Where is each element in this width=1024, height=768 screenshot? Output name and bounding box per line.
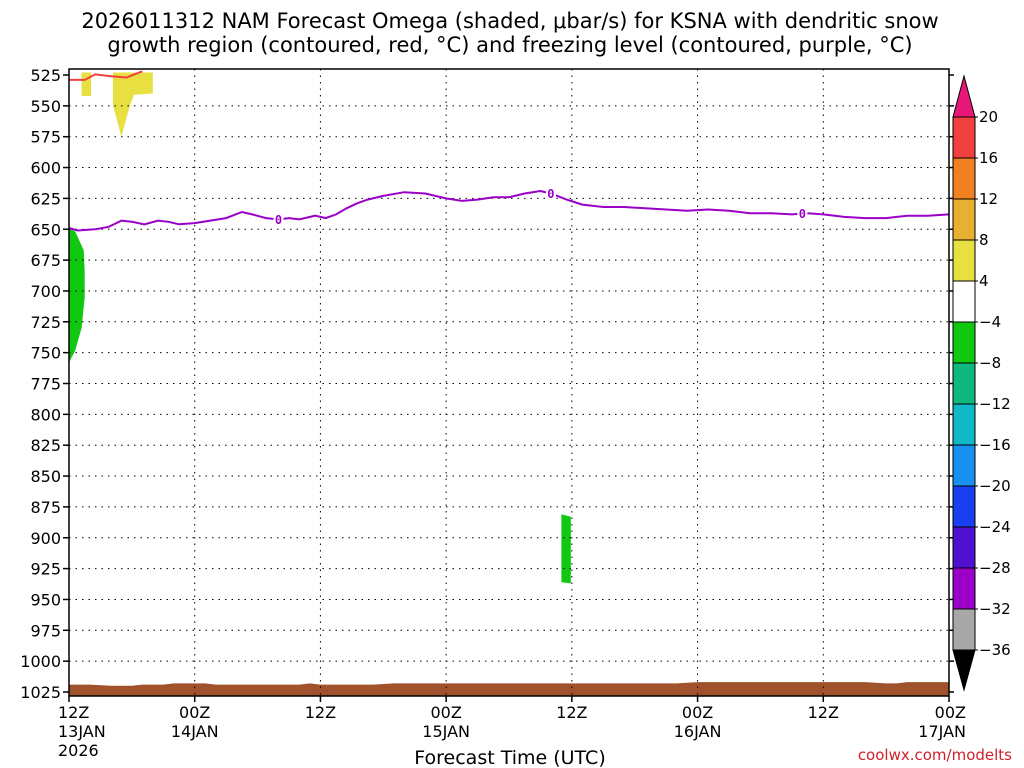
x-tick-label-72: 12Z <box>808 703 839 722</box>
y-tick-label-925: 925 <box>30 560 61 579</box>
plot-frame <box>68 68 950 697</box>
y-tick-label-850: 850 <box>30 467 61 486</box>
y-tick-label-1000: 1000 <box>20 652 61 671</box>
colorbar-segment-3 <box>952 198 976 241</box>
colorbar-segment-8 <box>952 403 976 446</box>
colorbar-segment-10 <box>952 485 976 528</box>
colorbar-label-12: −28 <box>979 559 1011 577</box>
colorbar: 20 16 12 8 4 −4 −8 −12 −16 −20 −24 −28 −32 −36 <box>952 74 1011 692</box>
omega-area-negative-4-8-4 <box>561 514 571 584</box>
y-tick-label-750: 750 <box>30 344 61 363</box>
grid-lines <box>69 69 949 696</box>
terrain-area <box>69 682 949 696</box>
x-tick-date-60: 16JAN <box>674 722 722 741</box>
freezing-level-label-1: 0 <box>275 213 282 227</box>
x-axis-label: Forecast Time (UTC) <box>414 747 605 768</box>
colorbar-segment-7 <box>952 362 976 405</box>
y-tick-label-575: 575 <box>30 128 61 147</box>
colorbar-label-6: −4 <box>979 313 1001 331</box>
colorbar-label-7: −8 <box>979 354 1001 372</box>
colorbar-label-3: 12 <box>979 190 998 208</box>
y-tick-label-650: 650 <box>30 220 61 239</box>
y-tick-label-525: 525 <box>30 66 61 85</box>
colorbar-label-8: −12 <box>979 395 1011 413</box>
colorbar-segment-6 <box>952 321 976 364</box>
freezing-level-label-bg-2 <box>545 186 556 201</box>
chart-title-line-2: growth region (contoured, red, °C) and f… <box>107 33 912 57</box>
y-tick-label-825: 825 <box>30 436 61 455</box>
colorbar-label-4: 8 <box>979 231 989 249</box>
chart-title-line-1: 2026011312 NAM Forecast Omega (shaded, μ… <box>81 9 938 33</box>
colorbar-label-1: 20 <box>979 108 998 126</box>
dgz-contour-layer <box>69 70 143 81</box>
x-tick-year-0: 2026 <box>58 741 99 760</box>
omega-area-negative-4-8-3 <box>69 226 85 363</box>
x-tick-label-48: 12Z <box>556 703 587 722</box>
colorbar-label-14: −36 <box>979 641 1011 659</box>
colorbar-segment-11 <box>952 526 976 569</box>
colorbar-segment-5 <box>952 280 976 323</box>
y-tick-label-900: 900 <box>30 529 61 548</box>
freezing-level-label-bg-1 <box>273 212 284 227</box>
y-tick-label-950: 950 <box>30 590 61 609</box>
y-tick-label-700: 700 <box>30 282 61 301</box>
x-tick-label-84: 00Z <box>935 703 966 722</box>
x-tick-label-60: 00Z <box>682 703 713 722</box>
colorbar-label-13: −32 <box>979 600 1011 618</box>
freezing-level-label-2: 0 <box>547 187 554 201</box>
freezing-level-label-3: 0 <box>799 207 806 221</box>
x-tick-date-0: 13JAN <box>58 722 106 741</box>
terrain-layer <box>69 682 949 696</box>
omega-area-positive-4-8-2 <box>113 72 153 137</box>
colorbar-segment-2 <box>952 157 976 200</box>
freezing-level-label-bg-3 <box>797 206 808 221</box>
freezing-level-line <box>68 189 950 232</box>
colorbar-segment-1 <box>952 116 976 159</box>
y-tick-label-725: 725 <box>30 313 61 332</box>
x-tick-label-36: 00Z <box>430 703 461 722</box>
y-tick-label-600: 600 <box>30 159 61 178</box>
credit-text: coolwx.com/modelts <box>858 746 1012 764</box>
colorbar-label-10: −20 <box>979 477 1011 495</box>
colorbar-top-arrow <box>952 74 976 118</box>
omega-shading-layer <box>69 72 571 584</box>
y-tick-label-625: 625 <box>30 189 61 208</box>
x-tick-date-36: 15JAN <box>422 722 470 741</box>
colorbar-bottom-arrow <box>952 649 976 692</box>
colorbar-label-11: −24 <box>979 518 1011 536</box>
y-tick-label-775: 775 <box>30 375 61 394</box>
y-tick-label-550: 550 <box>30 97 61 116</box>
y-tick-label-875: 875 <box>30 498 61 517</box>
x-tick-label-12: 00Z <box>179 703 210 722</box>
colorbar-segment-12 <box>952 567 976 610</box>
x-tick-label-24: 12Z <box>305 703 336 722</box>
freezing-level-layer: 0 0 0 <box>68 186 950 232</box>
colorbar-label-2: 16 <box>979 149 998 167</box>
y-tick-label-800: 800 <box>30 405 61 424</box>
x-tick-date-12: 14JAN <box>171 722 219 741</box>
x-tick-date-84: 17JAN <box>918 722 966 741</box>
omega-area-positive-4-8-1 <box>81 72 91 96</box>
colorbar-segment-13 <box>952 608 976 651</box>
x-tick-label-0: 12Z <box>58 703 89 722</box>
y-tick-label-1025: 1025 <box>20 683 61 702</box>
colorbar-segment-4 <box>952 239 976 282</box>
dgz-boundary-line <box>69 70 143 81</box>
y-tick-label-675: 675 <box>30 251 61 270</box>
colorbar-label-5: 4 <box>979 272 989 290</box>
colorbar-segment-9 <box>952 444 976 487</box>
y-tick-label-975: 975 <box>30 621 61 640</box>
y-axis: 525 550 575 600 625 650 675 700 725 750 775 800 825 8… <box>20 66 954 702</box>
colorbar-label-9: −16 <box>979 436 1011 454</box>
